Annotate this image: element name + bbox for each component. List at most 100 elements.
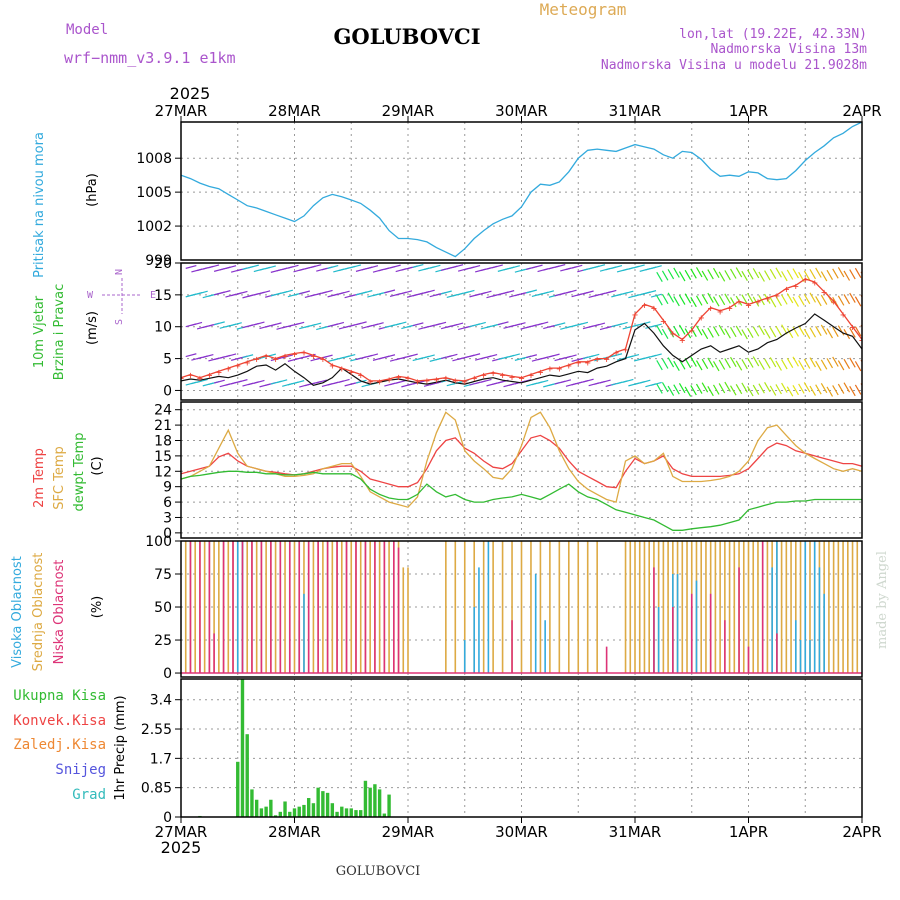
wind-barb	[724, 328, 731, 339]
cloud-bar-high_cloud	[809, 640, 811, 674]
wind-barb	[775, 384, 782, 395]
gust-marker: +	[405, 374, 411, 385]
wind-barb	[849, 357, 856, 368]
wind-barb	[769, 268, 777, 279]
cloud-bar-mid_cloud	[577, 541, 580, 674]
cloud-bar-mid_cloud	[790, 541, 792, 674]
wind-barb	[560, 379, 572, 384]
gust-marker: +	[632, 310, 638, 321]
cloud-bar-mid_cloud	[714, 541, 717, 674]
legend-freezing_precip: Zaledj.Kisa	[13, 737, 106, 753]
gust-marker: +	[433, 375, 439, 386]
gust-marker: +	[490, 369, 496, 380]
date-label-bottom: 1APR	[729, 823, 768, 841]
wind-barb	[673, 296, 680, 307]
cloud-bar-mid_cloud	[265, 541, 267, 674]
cloud-unit: (%)	[90, 596, 105, 619]
gust-marker: +	[774, 291, 780, 302]
gust-marker: +	[254, 355, 260, 366]
gust-marker: +	[831, 297, 837, 308]
cloud-bar-high_cloud	[463, 640, 466, 674]
wind-barb	[854, 296, 862, 307]
date-label-bottom: 29MAR	[382, 823, 435, 841]
wind-barb	[622, 378, 634, 383]
gust-marker: +	[651, 304, 657, 315]
cloud-bar-low_cloud	[383, 541, 386, 674]
wind-barb	[786, 269, 794, 280]
wind-barb	[781, 271, 788, 282]
cloud-bar-low_cloud	[364, 541, 367, 674]
temperature-ytick-label: 6	[163, 495, 172, 511]
wind-ytick-label: 10	[154, 320, 172, 336]
wind-barb	[571, 264, 583, 269]
wind-barb	[832, 268, 839, 279]
wind-barb	[724, 270, 731, 281]
cloud-axis-title-3: Niska Oblacnost	[52, 560, 67, 665]
cloud-bar-mid_cloud	[378, 541, 381, 674]
cloud-ytick-label: 0	[163, 666, 172, 682]
wind-barb	[310, 322, 322, 327]
wind-barb	[769, 357, 777, 368]
date-label-bottom: 27MAR	[155, 823, 208, 841]
precip-bar-total_precip	[254, 799, 259, 817]
wind-barb	[514, 322, 526, 327]
wind-barb	[656, 325, 663, 336]
gust-marker: +	[396, 372, 402, 383]
wind-axis-title-1: 10m Vjetar	[32, 295, 47, 368]
cloud-bar-mid_cloud	[463, 541, 466, 674]
cloud-bar-mid_cloud	[218, 541, 220, 674]
cloud-bar-mid_cloud	[856, 541, 859, 674]
cloud-bar-low_cloud	[393, 541, 395, 674]
wind-barb	[701, 358, 709, 370]
cloud-bar-low_cloud	[672, 607, 674, 674]
cloud-ytick-label: 25	[154, 633, 172, 649]
cloud-bar-low_cloud	[213, 633, 215, 674]
wind-barb	[718, 324, 726, 335]
wind-barb	[452, 322, 464, 327]
wind-barb	[758, 359, 765, 371]
date-label-top: 29MAR	[382, 102, 435, 120]
date-label-top: 28MAR	[268, 102, 321, 120]
wind-barb	[724, 358, 731, 369]
gust-marker: +	[244, 358, 250, 369]
pressure-unit: (hPa)	[85, 173, 100, 207]
top-year-label: 2025	[170, 84, 211, 103]
wind-barb	[730, 268, 737, 279]
wind-barb	[786, 357, 794, 369]
wind-barb	[730, 297, 737, 308]
cloud-bar-mid_cloud	[629, 541, 632, 674]
wind-barb	[843, 270, 851, 281]
gust-marker: +	[802, 275, 808, 286]
wind-barb	[809, 357, 816, 368]
cloud-bar-mid_cloud	[662, 541, 665, 674]
lonlat-label: lon,lat (19.22E, 42.33N)	[679, 27, 867, 42]
cloud-bar-mid_cloud	[492, 541, 494, 674]
wind-barb	[741, 359, 748, 370]
cloud-bar-high_cloud	[818, 567, 821, 674]
wind-barb	[747, 357, 754, 368]
temperature-ytick-label: 9	[163, 480, 172, 496]
gust-marker: +	[301, 348, 307, 359]
cloud-bar-mid_cloud	[686, 541, 688, 674]
wind-barb	[690, 385, 697, 396]
bottom-date-labels: 27MAR 28MAR 29MAR 30MAR 31MAR 1APR 2APR	[155, 823, 882, 841]
wind-series-gust	[181, 278, 862, 382]
wind-barb	[208, 264, 220, 269]
cloud-bar-high_cloud	[695, 580, 698, 674]
precip-bar-total_precip	[288, 811, 292, 817]
wind-barb	[678, 359, 686, 370]
gust-marker: +	[708, 304, 714, 315]
wind-barb	[712, 326, 720, 337]
wind-barb	[492, 264, 503, 269]
wind-barb	[678, 271, 686, 282]
cloud-bar-mid_cloud	[624, 541, 627, 674]
cloud-bar-low_cloud	[208, 541, 211, 674]
wind-barb	[661, 358, 669, 369]
gust-marker: +	[547, 364, 553, 375]
wind-barb	[815, 384, 822, 395]
gust-marker: +	[339, 364, 345, 375]
wind-barb	[242, 354, 254, 359]
cloud-plot-area	[181, 541, 862, 674]
precip-axis-title: 1hr Precip (mm)	[113, 695, 128, 800]
precip-bar-total_precip	[269, 799, 273, 817]
